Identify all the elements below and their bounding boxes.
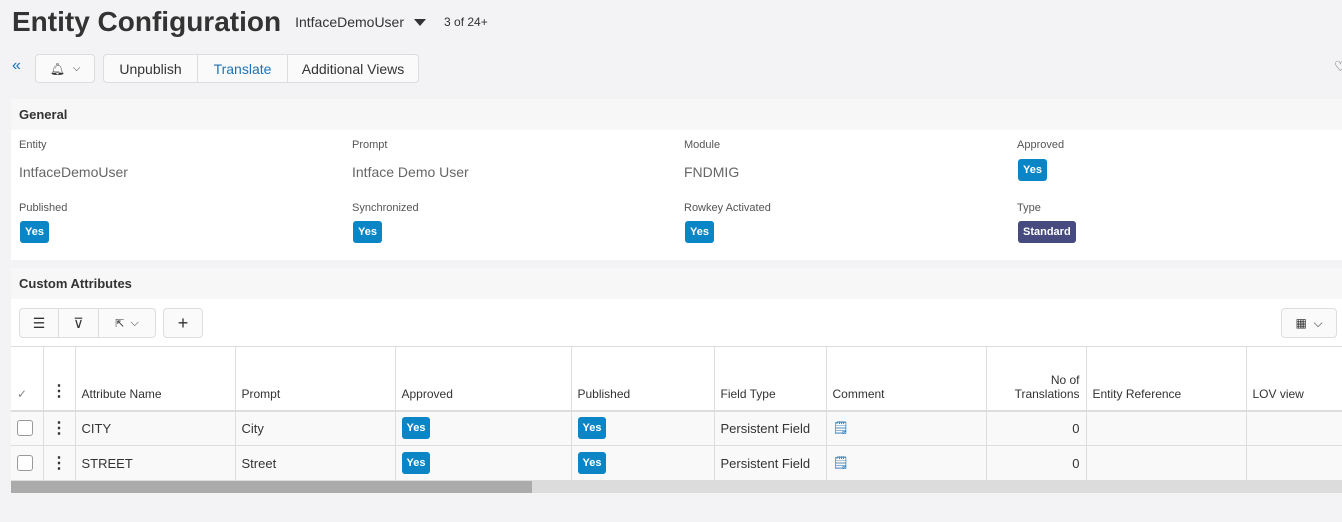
table-row[interactable]: ⋮ STREET Street Yes Yes Persistent Field… <box>11 445 1342 481</box>
export-menu-button[interactable]: ⇱ ⌵ <box>115 316 139 330</box>
favorite-heart-icon[interactable]: ♡ <box>1334 58 1342 74</box>
record-selector[interactable]: IntfaceDemoUser <box>295 14 405 30</box>
horizontal-scrollbar[interactable] <box>11 481 1342 493</box>
select-all-check-icon[interactable]: ✓ <box>11 346 44 412</box>
entity-value: IntfaceDemoUser <box>19 164 128 180</box>
row-kebab-icon[interactable]: ⋮ <box>43 410 76 446</box>
col-field-type[interactable]: Field Type <box>714 346 827 412</box>
type-badge: Standard <box>1018 221 1076 243</box>
comment-notepad-icon[interactable]: 🗒︎ <box>826 445 987 481</box>
cell-attribute-name: STREET <box>75 445 236 481</box>
filter-icon[interactable]: ⊽ <box>59 309 99 337</box>
published-label: Published <box>19 202 68 214</box>
rowkey-badge: Yes <box>685 221 714 243</box>
header-kebab-icon[interactable]: ⋮ <box>43 346 76 412</box>
cell-entity-reference <box>1086 410 1247 446</box>
record-count: 3 of 24+ <box>444 15 488 29</box>
col-translations[interactable]: No of Translations <box>986 346 1087 412</box>
approved-label: Approved <box>1017 139 1065 151</box>
synchronized-badge: Yes <box>353 221 382 243</box>
notification-menu-button[interactable]: 🔔︎ ⌵ <box>35 54 95 83</box>
synchronized-label: Synchronized <box>352 202 419 214</box>
cell-approved: Yes <box>401 417 431 440</box>
col-entity-reference[interactable]: Entity Reference <box>1086 346 1247 412</box>
cell-prompt: City <box>235 410 396 446</box>
col-approved[interactable]: Approved <box>395 346 572 412</box>
page-title: Entity Configuration <box>12 6 282 37</box>
cell-field-type: Persistent Field <box>714 445 827 481</box>
grid-icon: ▦ <box>1295 316 1307 330</box>
cell-attribute-name: CITY <box>75 410 236 446</box>
comment-notepad-icon[interactable]: 🗒︎ <box>826 410 987 446</box>
cell-entity-reference <box>1086 445 1247 481</box>
col-published[interactable]: Published <box>571 346 715 412</box>
cell-translations: 0 <box>986 445 1087 481</box>
table-row[interactable]: ⋮ CITY City Yes Yes Persistent Field 🗒︎ … <box>11 410 1342 446</box>
export-icon: ⇱ <box>115 317 125 330</box>
general-title: General <box>11 99 1342 130</box>
cell-lov-view <box>1246 410 1342 446</box>
row-checkbox[interactable] <box>17 455 33 471</box>
list-icon[interactable]: ☰ <box>20 309 59 337</box>
row-checkbox[interactable] <box>17 420 33 437</box>
entity-label: Entity <box>19 139 47 151</box>
custom-attributes-title: Custom Attributes <box>11 268 1342 299</box>
cell-lov-view <box>1246 445 1342 481</box>
approved-badge: Yes <box>1018 159 1047 181</box>
collapse-double-chevron-icon[interactable]: « <box>12 57 21 74</box>
general-panel: General Entity IntfaceDemoUser Prompt In… <box>11 99 1342 260</box>
published-badge: Yes <box>20 221 49 243</box>
cell-approved: Yes <box>401 452 431 474</box>
caret-down-icon[interactable] <box>414 18 427 26</box>
prompt-value: Intface Demo User <box>352 164 469 180</box>
cell-prompt: Street <box>235 445 396 481</box>
scrollbar-thumb[interactable] <box>11 481 532 493</box>
chevron-down-icon: ⌵ <box>72 63 81 74</box>
module-label: Module <box>684 139 721 151</box>
cell-published: Yes <box>577 452 607 474</box>
col-lov-view[interactable]: LOV view <box>1246 346 1342 412</box>
module-value: FNDMIG <box>684 164 740 180</box>
cell-translations: 0 <box>986 410 1087 446</box>
additional-views-button[interactable]: Additional Views <box>301 60 405 77</box>
unpublish-button[interactable]: Unpublish <box>104 55 198 82</box>
translate-button[interactable]: Translate <box>198 55 288 82</box>
table-layout-button[interactable]: ▦ ⌵ <box>1281 308 1337 338</box>
type-label: Type <box>1017 202 1041 214</box>
custom-attributes-table: ✓ ⋮ Attribute Name Prompt Approved Publi… <box>11 346 1342 481</box>
prompt-label: Prompt <box>352 139 388 151</box>
bell-icon: 🔔︎ <box>49 61 65 76</box>
add-icon[interactable]: + <box>163 308 203 338</box>
page-header: Entity Configuration IntfaceDemoUser 3 o… <box>12 6 488 38</box>
col-attribute-name[interactable]: Attribute Name <box>75 346 236 412</box>
row-kebab-icon[interactable]: ⋮ <box>43 445 76 481</box>
cell-published: Yes <box>577 417 607 440</box>
cell-field-type: Persistent Field <box>714 410 827 446</box>
col-comment[interactable]: Comment <box>826 346 987 412</box>
table-header: ✓ ⋮ Attribute Name Prompt Approved Publi… <box>11 346 1342 412</box>
col-prompt[interactable]: Prompt <box>235 346 396 412</box>
rowkey-label: Rowkey Activated <box>684 202 771 214</box>
